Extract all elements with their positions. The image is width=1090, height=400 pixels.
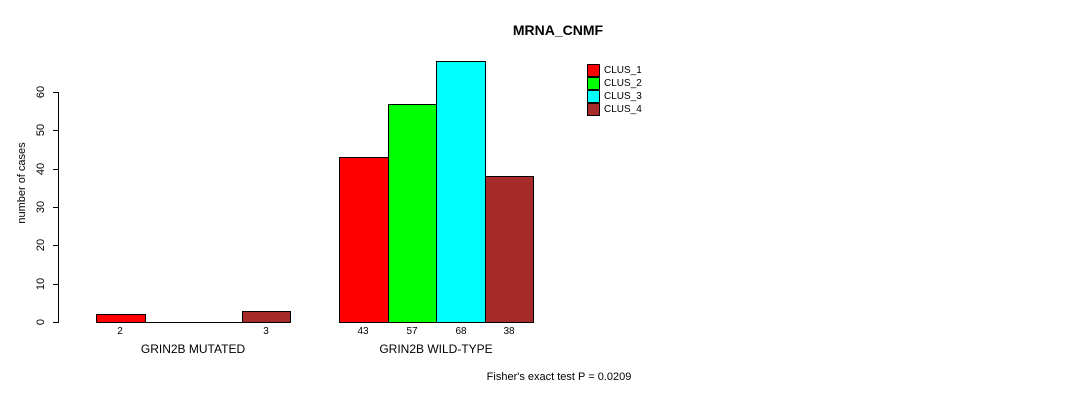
y-axis-tick-label: 50 [35, 123, 47, 137]
legend: CLUS_1 CLUS_2 CLUS_3 CLUS_4 [587, 64, 642, 116]
legend-swatch-icon [587, 90, 600, 103]
bar-clus_1-2 [339, 157, 389, 323]
y-axis-tick-label: 40 [35, 162, 47, 176]
legend-label: CLUS_4 [604, 104, 642, 115]
bar-value-label: 68 [455, 326, 467, 337]
y-axis-tick [53, 284, 58, 285]
y-axis-line [58, 92, 59, 323]
legend-swatch-icon [587, 103, 600, 116]
y-axis-tick [53, 92, 58, 93]
x-axis-group-label: GRIN2B WILD-TYPE [379, 342, 493, 356]
zero-height-bar-clus_2-1 [145, 322, 194, 323]
bar-clus_4-1 [242, 311, 291, 323]
y-axis-tick-label: 30 [35, 200, 47, 214]
bar-clus_3-2 [436, 61, 486, 323]
legend-label: CLUS_3 [604, 91, 642, 102]
bar-clus_1-1 [96, 314, 146, 323]
y-axis-tick-label: 20 [35, 238, 47, 252]
y-axis-tick [53, 322, 58, 323]
y-axis-tick-label: 10 [35, 277, 47, 291]
x-axis-group-label: GRIN2B MUTATED [140, 342, 246, 356]
y-axis-tick-label: 60 [35, 85, 47, 99]
y-axis-tick [53, 130, 58, 131]
bar-value-label: 2 [117, 326, 123, 337]
y-axis-tick [53, 207, 58, 208]
legend-item-clus_4: CLUS_4 [587, 103, 642, 116]
bar-value-label: 3 [263, 326, 269, 337]
y-axis-tick [53, 169, 58, 170]
y-axis-tick-label: 0 [35, 318, 47, 326]
bar-clus_2-2 [388, 104, 437, 323]
bar-value-label: 43 [357, 326, 369, 337]
legend-label: CLUS_1 [604, 65, 642, 76]
legend-item-clus_2: CLUS_2 [587, 77, 642, 90]
bar-value-label: 38 [503, 326, 515, 337]
legend-swatch-icon [587, 77, 600, 90]
zero-height-bar-clus_3-1 [193, 322, 243, 323]
bar-clus_4-2 [485, 176, 534, 323]
legend-item-clus_1: CLUS_1 [587, 64, 642, 77]
bar-value-label: 57 [406, 326, 418, 337]
chart-title: MRNA_CNMF [512, 22, 604, 38]
y-axis-label: number of cases [16, 142, 28, 224]
y-axis-tick [53, 245, 58, 246]
fisher-test-annotation: Fisher's exact test P = 0.0209 [486, 371, 632, 383]
legend-swatch-icon [587, 64, 600, 77]
legend-label: CLUS_2 [604, 78, 642, 89]
legend-item-clus_3: CLUS_3 [587, 90, 642, 103]
